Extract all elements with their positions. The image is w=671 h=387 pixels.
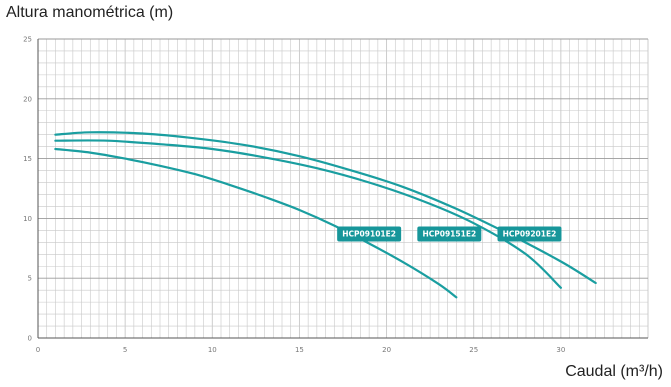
y-tick-label: 20 bbox=[23, 95, 32, 103]
x-tick-label: 0 bbox=[36, 346, 40, 354]
series-tag-label: HCP09151E2 bbox=[422, 230, 476, 239]
y-tick-label: 0 bbox=[28, 335, 32, 343]
series-tag-label: HCP09101E2 bbox=[342, 230, 396, 239]
series-line-hcp09151e2 bbox=[54, 139, 562, 289]
y-tick-label: 10 bbox=[23, 215, 32, 223]
y-axis-label: Altura manométrica (m) bbox=[6, 4, 174, 21]
y-tick-label: 5 bbox=[28, 275, 32, 283]
series-tag-hcp09201e2 bbox=[497, 226, 562, 242]
x-tick-label: 10 bbox=[208, 346, 217, 354]
x-tick-label: 30 bbox=[556, 346, 565, 354]
series-tag-hcp09101e2 bbox=[337, 226, 402, 242]
y-tick-label: 25 bbox=[23, 36, 32, 44]
x-tick-label: 25 bbox=[469, 346, 478, 354]
y-tick-label: 15 bbox=[23, 155, 32, 163]
series-line-hcp09101e2 bbox=[54, 147, 458, 299]
x-tick-label: 20 bbox=[382, 346, 391, 354]
x-axis-label: Caudal (m³/h) bbox=[565, 363, 663, 380]
series-tag-hcp09151e2 bbox=[417, 226, 482, 242]
x-tick-label: 15 bbox=[295, 346, 304, 354]
series-tag-label: HCP09201E2 bbox=[503, 230, 557, 239]
x-tick-label: 5 bbox=[123, 346, 127, 354]
